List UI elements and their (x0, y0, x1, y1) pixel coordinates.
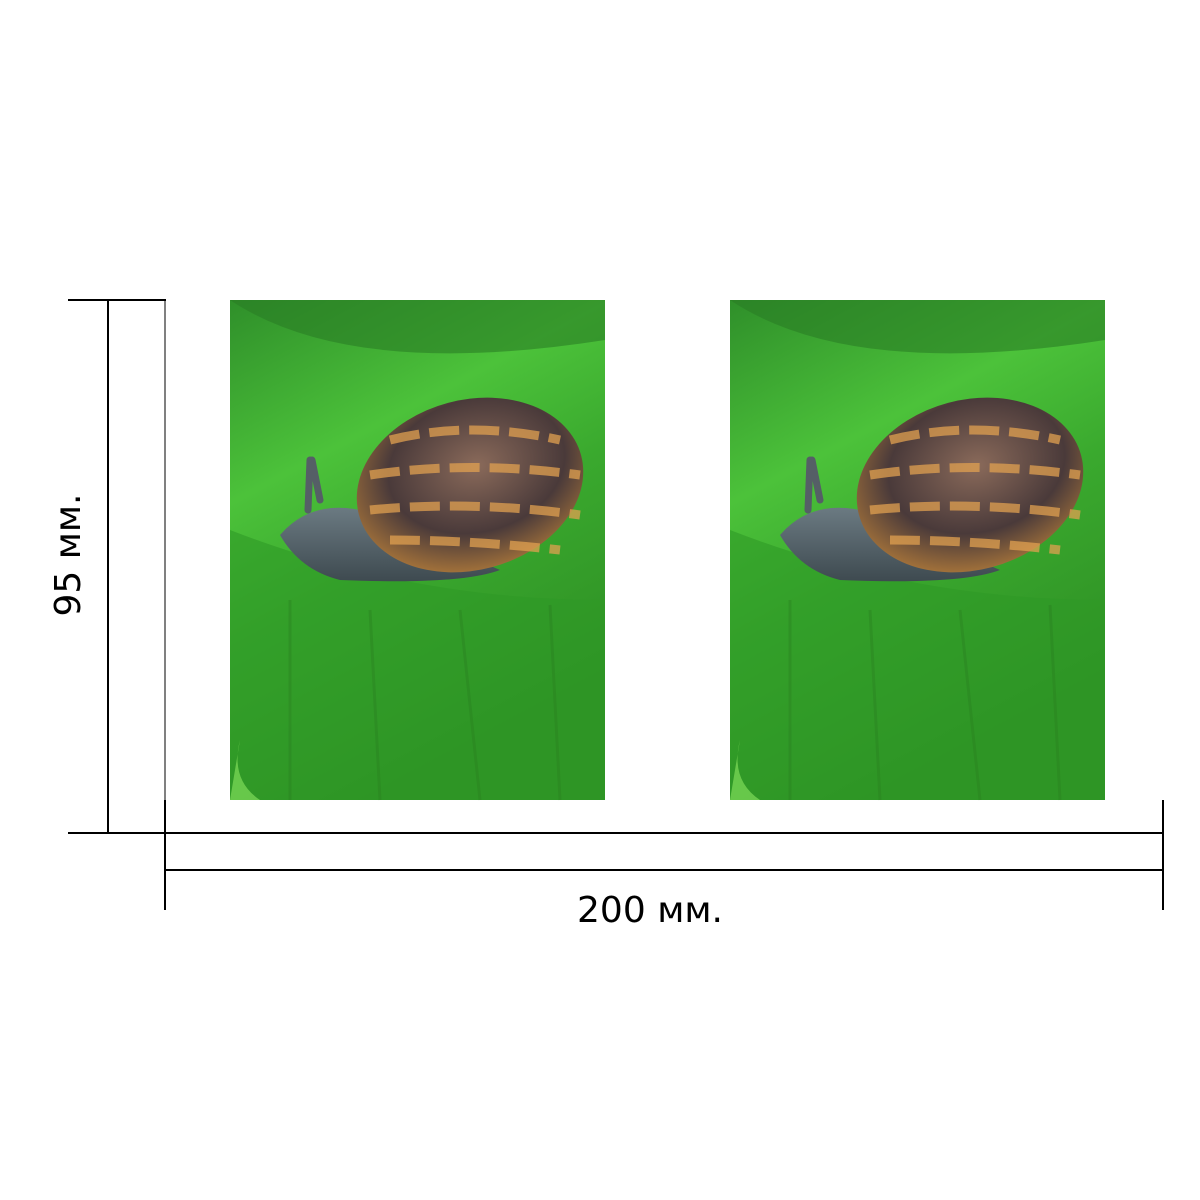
height-dimension: 95 мм. (48, 299, 166, 834)
snail-photo (230, 300, 605, 800)
width-dimension: 200 мм. (164, 800, 1164, 931)
snail-photo (730, 300, 1105, 800)
width-label: 200 мм. (577, 890, 723, 931)
height-label: 95 мм. (48, 493, 89, 616)
